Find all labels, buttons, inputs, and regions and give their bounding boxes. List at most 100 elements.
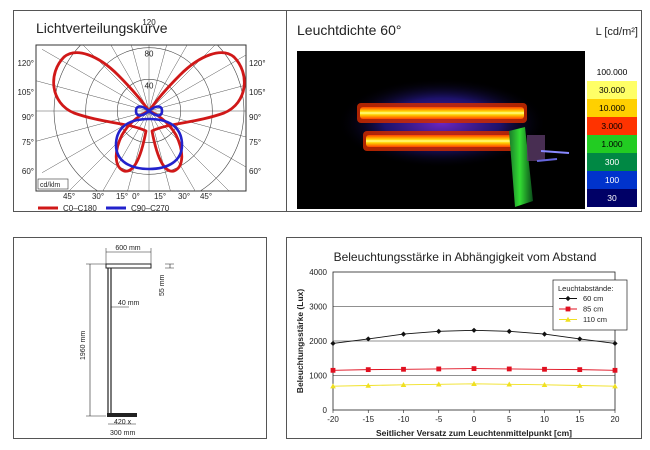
y-tick-label: 1000: [309, 372, 327, 381]
x-tick-label: 20: [611, 415, 620, 424]
bottom-angle-label: 45°: [200, 192, 212, 201]
data-point: [435, 381, 442, 387]
dimension-drawing: 600 mm 55 mm 40 mm 1960 mm 420 x 300 mm: [80, 245, 174, 437]
bottom-angle-label: 30°: [178, 192, 190, 201]
illuminance-panel: Beleuchtungsstärke in Abhängigkeit vom A…: [286, 237, 642, 439]
bottom-angle-label: 30°: [92, 192, 104, 201]
data-point: [436, 366, 442, 372]
scale-label: 300: [605, 157, 619, 167]
data-point: [400, 331, 407, 337]
right-angle-label: 105°: [249, 88, 266, 97]
scale-swatch: [587, 153, 637, 171]
unit-label: cd/klm: [40, 182, 60, 189]
scale-swatch: [587, 99, 637, 117]
legend-label-c0: C0–C180: [63, 204, 97, 213]
y-tick-label: 4000: [309, 268, 327, 277]
lamp-arm: [540, 150, 570, 154]
data-point: [506, 381, 513, 387]
y-axis-label: Beleuchtungsstärke (Lux): [295, 289, 305, 394]
upper-light-bar: [360, 107, 524, 119]
dimensions-panel: 600 mm 55 mm 40 mm 1960 mm 420 x 300 mm: [13, 237, 267, 439]
luminance-title: Leuchtdichte 60°: [297, 22, 401, 38]
data-point: [471, 380, 477, 386]
polar-spoke: [148, 54, 246, 112]
lamp-arm-lower: [536, 158, 558, 162]
scale-swatch: [587, 135, 637, 153]
data-point: [541, 331, 548, 337]
x-tick-label: 0: [472, 415, 477, 424]
left-angle-label: 60°: [22, 167, 34, 176]
x-axis-label: Seitlicher Versatz zum Leuchtenmittelpun…: [376, 428, 572, 438]
polar-spoke: [131, 45, 150, 112]
height-label: 1960 mm: [80, 331, 87, 360]
scale-label: 30.000: [599, 85, 625, 95]
bottom-angle-label: 15°: [154, 192, 166, 201]
polar-spoke: [148, 45, 167, 112]
y-tick-label: 3000: [309, 303, 327, 312]
x-tick-label: -20: [327, 415, 339, 424]
luminance-scale: 100.000 30.000 10.000 3.000 1.000 300 100 30: [587, 63, 637, 207]
scale-label: 10.000: [599, 103, 625, 113]
legend-marker: [565, 306, 571, 312]
right-angle-label: 75°: [249, 138, 261, 147]
x-tick-label: 5: [507, 415, 512, 424]
radial-tick-label: 120: [142, 18, 156, 27]
scale-swatch: [587, 189, 637, 207]
lower-light-bar: [366, 135, 518, 147]
polar-spoke: [68, 110, 150, 191]
polar-spoke: [41, 49, 150, 112]
data-point: [330, 340, 336, 347]
data-point: [612, 367, 618, 373]
data-point: [542, 366, 547, 372]
curve-c90-c270: [114, 105, 184, 171]
bottom-angle-label: 45°: [63, 192, 75, 201]
data-point: [365, 367, 371, 373]
base-label-2: 300 mm: [110, 430, 135, 437]
polar-title: Lichtverteilungskurve: [36, 20, 168, 36]
legend-label: 110 cm: [583, 315, 607, 324]
polar-spoke: [110, 45, 150, 112]
data-point: [365, 382, 372, 388]
data-point: [330, 383, 336, 389]
bottom-angle-label: 0°: [132, 192, 140, 201]
data-point: [436, 328, 442, 334]
base-label-1: 420 x: [114, 419, 132, 426]
data-point: [365, 336, 371, 342]
arm-label: 40 mm: [118, 300, 140, 307]
polar-curves: [52, 51, 246, 173]
width-label: 600 mm: [115, 245, 140, 252]
scale-swatch: [587, 63, 637, 81]
data-point: [576, 382, 583, 388]
base-plate: [107, 413, 137, 417]
x-tick-label: -10: [398, 415, 410, 424]
right-angle-label: 60°: [249, 167, 261, 176]
left-angle-label: 90°: [22, 113, 34, 122]
polar-spoke: [148, 110, 230, 191]
scale-label: 100: [605, 175, 619, 185]
x-tick-label: -15: [362, 415, 374, 424]
data-point: [471, 327, 477, 333]
data-point: [330, 367, 336, 373]
right-angle-label: 90°: [249, 113, 261, 122]
polar-spoke: [148, 84, 246, 112]
lamp-head-outline: [105, 263, 152, 269]
x-tick-label: 10: [540, 415, 549, 424]
data-point: [401, 366, 406, 372]
scale-label: 3.000: [601, 121, 623, 131]
polar-spoke: [148, 45, 188, 112]
radial-tick-label: 80: [145, 50, 154, 59]
luminance-panel: Leuchtdichte 60° L [cd/m²] 100.000 30.000…: [286, 10, 642, 212]
legend-label: 60 cm: [583, 294, 603, 303]
y-tick-label: 2000: [309, 337, 327, 346]
data-point: [400, 382, 407, 388]
data-point: [577, 336, 583, 342]
scale-swatch: [587, 81, 637, 99]
data-point: [471, 366, 477, 371]
bottom-angle-label: 15°: [116, 192, 128, 201]
data-point: [577, 367, 583, 373]
polar-spoke: [148, 110, 246, 138]
x-tick-label: -5: [435, 415, 443, 424]
radial-tick-label: 40: [145, 81, 154, 90]
luminance-unit: L [cd/m²]: [596, 26, 638, 38]
legend-marker: [565, 295, 571, 302]
